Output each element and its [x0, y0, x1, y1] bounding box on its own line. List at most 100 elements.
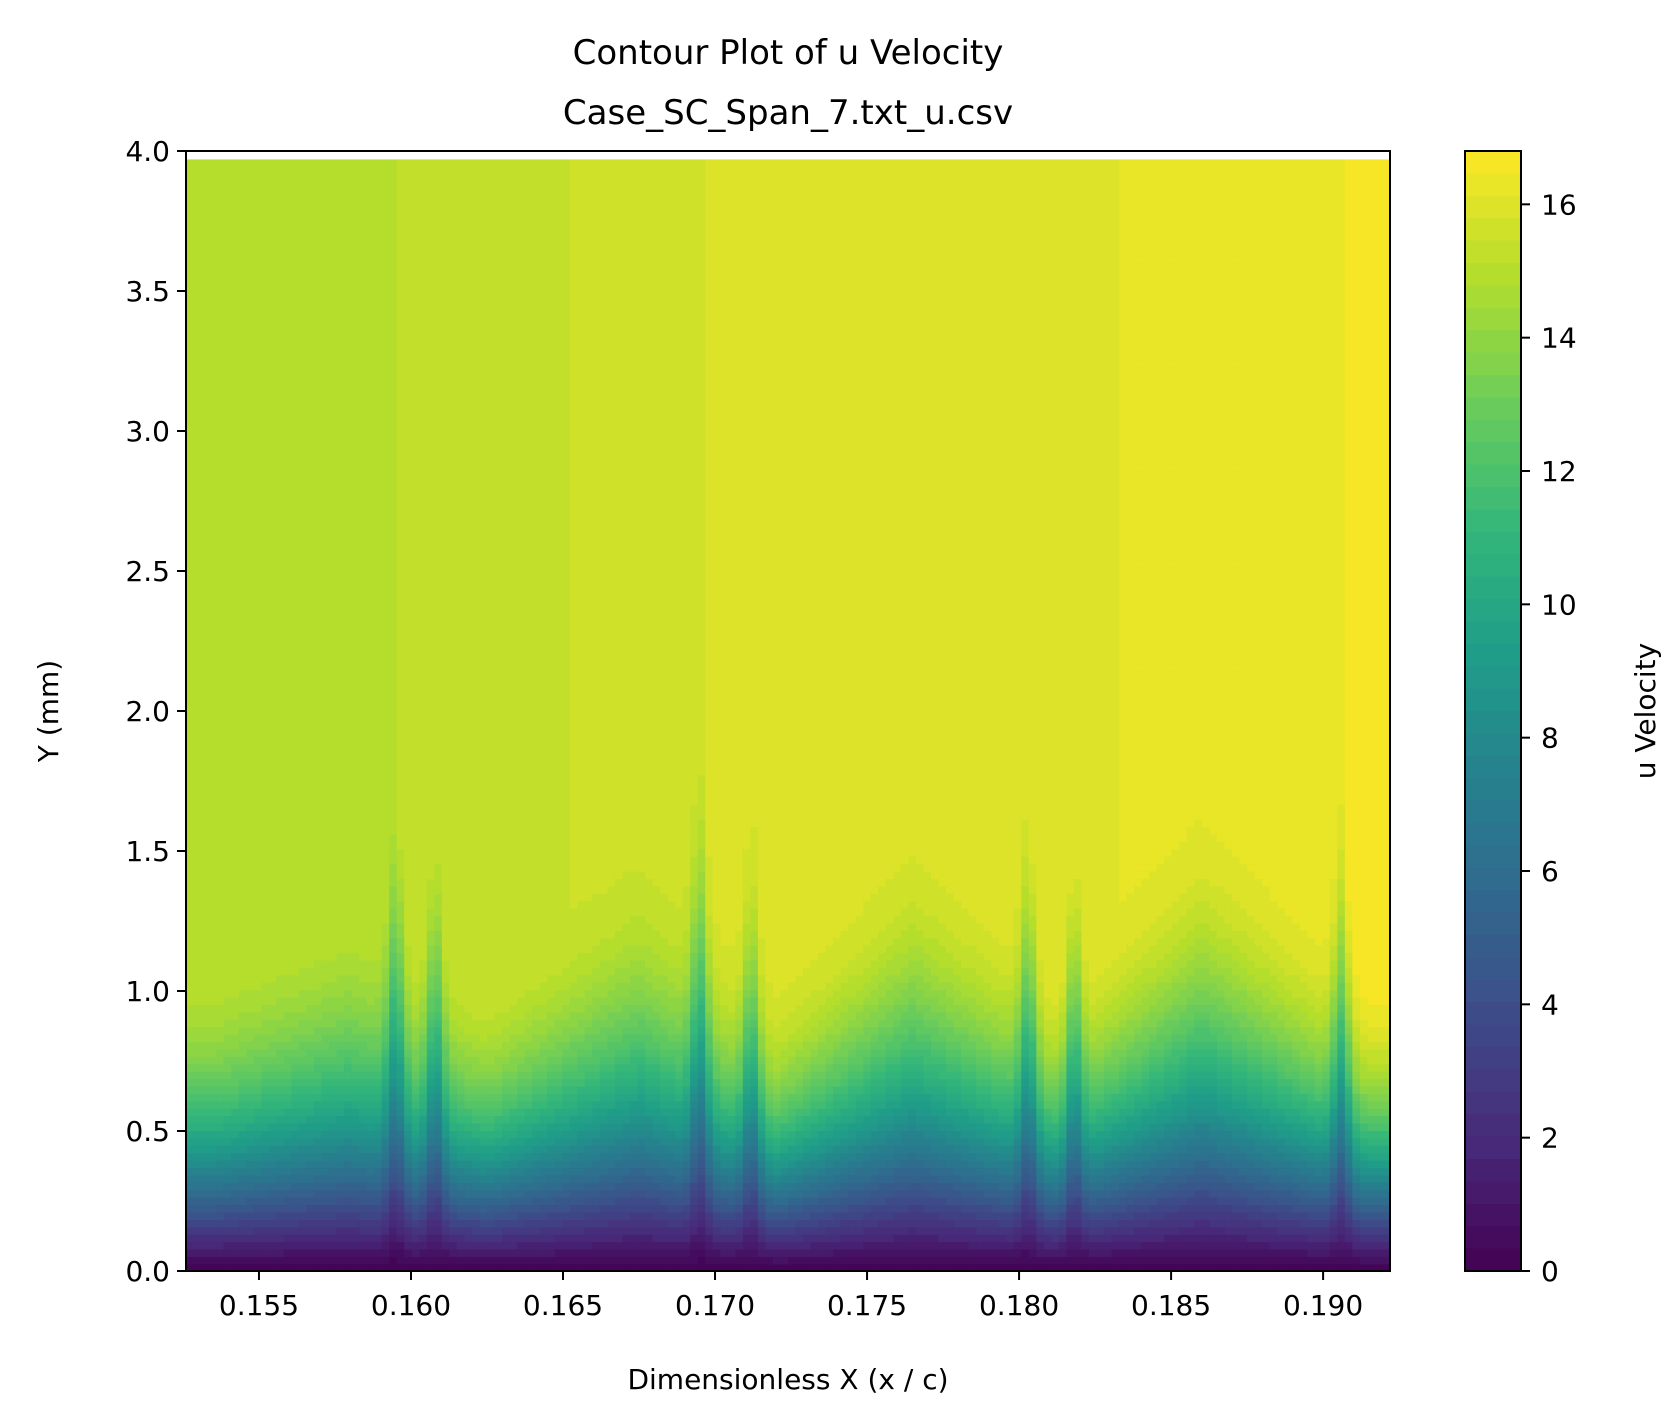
contour-cell [246, 352, 254, 360]
contour-cell [329, 945, 337, 953]
contour-cell [276, 211, 284, 219]
contour-cell [306, 397, 314, 405]
contour-cell [359, 945, 367, 953]
contour-cell [389, 900, 397, 908]
contour-cell [201, 1160, 209, 1168]
contour-cell [337, 1034, 345, 1042]
contour-cell [194, 1086, 202, 1094]
contour-cell [344, 448, 352, 456]
contour-cell [201, 708, 209, 716]
contour-cell [359, 204, 367, 212]
contour-cell [209, 1249, 217, 1257]
contour-cell [314, 1197, 322, 1205]
contour-cell [269, 1138, 277, 1146]
contour-cell [321, 1078, 329, 1086]
contour-cell [291, 337, 299, 345]
contour-cell [306, 1256, 314, 1264]
contour-cell [329, 626, 337, 634]
contour-cell [314, 737, 322, 745]
contour-cell [427, 1138, 435, 1146]
contour-cell [352, 812, 360, 820]
contour-cell [216, 663, 224, 671]
contour-cell [186, 952, 194, 960]
contour-cell [231, 915, 239, 923]
contour-cell [427, 1182, 435, 1190]
contour-cell [397, 337, 405, 345]
contour-cell [209, 226, 217, 234]
contour-cell [284, 1108, 292, 1116]
contour-cell [359, 463, 367, 471]
contour-cell [374, 715, 382, 723]
contour-cell [291, 686, 299, 694]
contour-cell [352, 915, 360, 923]
contour-cell [201, 182, 209, 190]
contour-cell [186, 604, 194, 612]
contour-cell [284, 789, 292, 797]
contour-cell [329, 485, 337, 493]
contour-cell [231, 686, 239, 694]
contour-cell [337, 849, 345, 857]
contour-cell [246, 782, 254, 790]
contour-cell [344, 1026, 352, 1034]
contour-cell [359, 708, 367, 716]
contour-cell [269, 745, 277, 753]
contour-cell [254, 1189, 262, 1197]
contour-cell [284, 819, 292, 827]
contour-cell [352, 241, 360, 249]
contour-cell [412, 463, 420, 471]
contour-cell [359, 574, 367, 582]
contour-cell [382, 226, 390, 234]
contour-cell [269, 767, 277, 775]
contour-cell [216, 1167, 224, 1175]
contour-cell [239, 723, 247, 731]
contour-cell [269, 834, 277, 842]
contour-cell [254, 1197, 262, 1205]
contour-cell [201, 1175, 209, 1183]
contour-cell [291, 938, 299, 946]
contour-cell [239, 204, 247, 212]
contour-cell [389, 248, 397, 256]
contour-cell [374, 1227, 382, 1235]
contour-cell [276, 219, 284, 227]
contour-cell [224, 389, 232, 397]
contour-cell [299, 234, 307, 242]
contour-cell [397, 493, 405, 501]
contour-cell [434, 1175, 442, 1183]
contour-cell [404, 723, 412, 731]
contour-cell [412, 567, 420, 575]
contour-cell [276, 797, 284, 805]
contour-cell [194, 315, 202, 323]
contour-cell [231, 530, 239, 538]
contour-cell [299, 1241, 307, 1249]
contour-cell [299, 715, 307, 723]
contour-cell [306, 1049, 314, 1057]
contour-cell [352, 671, 360, 679]
contour-cell [246, 841, 254, 849]
contour-cell [389, 1197, 397, 1205]
contour-cell [194, 804, 202, 812]
contour-cell [419, 1026, 427, 1034]
contour-cell [239, 397, 247, 405]
contour-cell [359, 159, 367, 167]
contour-cell [306, 723, 314, 731]
contour-cell [367, 159, 375, 167]
contour-cell [276, 567, 284, 575]
contour-cell [321, 812, 329, 820]
contour-cell [239, 1004, 247, 1012]
contour-cell [329, 804, 337, 812]
contour-cell [261, 1123, 269, 1131]
contour-cell [382, 886, 390, 894]
contour-cell [374, 604, 382, 612]
contour-cell [329, 760, 337, 768]
contour-cell [389, 952, 397, 960]
contour-cell [299, 841, 307, 849]
contour-cell [239, 1086, 247, 1094]
contour-cell [291, 700, 299, 708]
contour-cell [284, 975, 292, 983]
contour-cell [209, 241, 217, 249]
contour-cell [404, 219, 412, 227]
contour-cell [397, 463, 405, 471]
contour-cell [359, 700, 367, 708]
contour-cell [419, 856, 427, 864]
contour-cell [224, 574, 232, 582]
